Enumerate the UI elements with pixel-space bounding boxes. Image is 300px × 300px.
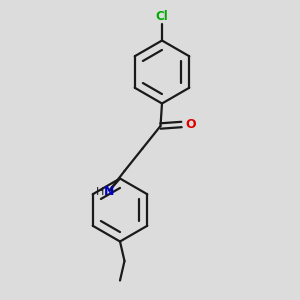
Text: Cl: Cl — [156, 10, 168, 23]
Text: H: H — [96, 187, 104, 197]
Text: O: O — [186, 118, 196, 131]
Text: N: N — [104, 185, 115, 199]
